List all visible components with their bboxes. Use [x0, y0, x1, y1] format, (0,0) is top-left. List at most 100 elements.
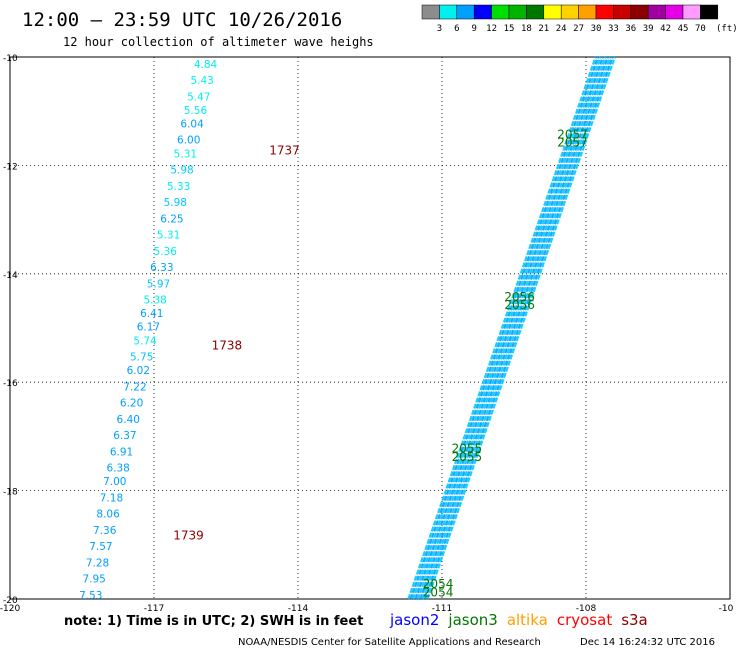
x-tick-label: -10	[719, 604, 734, 614]
swh-value: 7.28	[86, 557, 109, 569]
swh-value: 4.84	[194, 59, 218, 71]
chart-title: 12:00 – 23:59 UTC 10/26/2016	[22, 9, 342, 31]
satellite-legend: jason2 jason3 altika cryosat s3a	[389, 611, 648, 629]
colorbar-swatch	[682, 4, 701, 20]
colorbar-swatch	[439, 4, 458, 20]
swh-value: 6.40	[117, 414, 140, 426]
colorbar-label: 18	[521, 24, 532, 34]
colorbar-label: 6	[454, 24, 459, 34]
swh-value: 6.25	[160, 213, 183, 225]
legend-satellite: altika	[507, 611, 548, 629]
plot-grid	[10, 57, 730, 599]
dense-track-line	[421, 56, 612, 600]
colorbar-label: 3	[437, 24, 442, 34]
dense-track-line	[414, 56, 604, 600]
swh-value: 7.22	[123, 381, 146, 393]
swh-value: 6.02	[127, 365, 150, 377]
swh-value: 6.41	[140, 308, 163, 320]
time-label: 2057	[557, 135, 588, 149]
colorbar-swatch	[508, 4, 527, 20]
swh-value: 7.53	[79, 590, 102, 602]
axis-ticks: -120 -117 -114 -111 -108 -10 -10 -12 -14 -16 -18 -2…	[0, 54, 734, 614]
footer-credit: NOAA/NESDIS Center for Satellite Applica…	[238, 637, 541, 648]
swh-value: 8.06	[96, 509, 120, 521]
colorbar-swatch	[526, 4, 545, 20]
swh-value: 5.31	[157, 230, 180, 242]
chart-subtitle: 12 hour collection of altimeter wave hei…	[63, 35, 374, 49]
swh-value: 7.18	[100, 492, 123, 504]
colorbar-swatch	[665, 4, 684, 20]
swh-value: 5.31	[174, 148, 197, 160]
dense-track-line	[424, 56, 614, 600]
swh-value: 6.33	[150, 262, 173, 274]
legend-satellite: cryosat	[557, 611, 612, 629]
colorbar-swatch	[700, 4, 719, 20]
swh-value: 5.98	[164, 197, 187, 209]
colorbar-label: 9	[471, 24, 476, 34]
time-label: 1738	[212, 339, 243, 353]
colorbar-swatch	[630, 4, 649, 20]
swh-value: 6.37	[113, 430, 136, 442]
colorbar-label: 15	[504, 24, 515, 34]
x-tick-label: -117	[144, 604, 164, 614]
time-label: 2055	[452, 450, 483, 464]
x-tick-label: -111	[432, 604, 452, 614]
dense-track-line	[409, 56, 600, 600]
colorbar-label: 70	[695, 24, 706, 34]
dense-track-line	[412, 56, 602, 600]
swh-colorbar: 3 6 9 12 15 18 21 24 27 30 33 36 39 42 45 70	[421, 4, 719, 34]
y-tick-label: -14	[3, 271, 18, 281]
colorbar-label: 12	[486, 24, 497, 34]
colorbar-label: 30	[591, 24, 602, 34]
swh-value: 6.04	[180, 118, 204, 130]
swh-value: 7.00	[103, 476, 126, 488]
colorbar-swatch	[595, 4, 614, 20]
y-tick-label: -16	[3, 379, 18, 389]
swh-value: 5.47	[187, 91, 210, 103]
x-tick-label: -114	[288, 604, 309, 614]
x-tick-label: -108	[576, 604, 597, 614]
swh-value: 5.56	[184, 105, 208, 117]
colorbar-swatch	[647, 4, 666, 20]
time-label: 1739	[173, 528, 204, 542]
swh-value: 5.38	[143, 295, 166, 307]
colorbar-swatch	[421, 4, 440, 20]
swh-value: 5.75	[130, 352, 153, 364]
swh-value: 6.00	[177, 135, 200, 147]
colorbar-label: 33	[608, 24, 619, 34]
swh-value: 5.33	[167, 181, 190, 193]
swh-value: 6.17	[137, 322, 160, 334]
time-label: 2057	[557, 127, 588, 141]
colorbar-label: 39	[643, 24, 654, 34]
swh-value: 5.74	[133, 335, 157, 347]
time-label: 2056	[504, 298, 535, 312]
y-tick-label: -12	[3, 162, 18, 172]
y-tick-label: -20	[3, 596, 18, 606]
legend-satellite: jason2	[389, 611, 439, 629]
swh-value: 5.36	[154, 246, 178, 258]
swh-value: 5.98	[170, 165, 193, 177]
time-label: 2054	[423, 577, 454, 591]
colorbar-label: 45	[678, 24, 689, 34]
colorbar-label: 24	[556, 24, 567, 34]
colorbar-label: 27	[573, 24, 584, 34]
swh-value: 5.43	[190, 75, 213, 87]
y-tick-label: -18	[3, 488, 18, 498]
swh-value: 7.36	[93, 525, 117, 537]
time-label: 2054	[423, 585, 454, 599]
footer-timestamp: Dec 14 16:24:32 UTC 2016	[580, 637, 715, 648]
colorbar-swatch	[543, 4, 562, 20]
swh-value: 6.38	[106, 463, 129, 475]
swh-value: 5.97	[147, 278, 170, 290]
colorbar-label: 36	[625, 24, 636, 34]
y-tick-label: -10	[3, 54, 18, 64]
colorbar-swatch	[613, 4, 632, 20]
time-label: 2055	[452, 442, 483, 456]
colorbar-swatch	[456, 4, 475, 20]
time-label: 2056	[504, 290, 535, 304]
legend-satellite: jason3	[447, 611, 497, 629]
swh-value: 7.57	[89, 541, 112, 553]
dense-track-line	[426, 56, 616, 600]
